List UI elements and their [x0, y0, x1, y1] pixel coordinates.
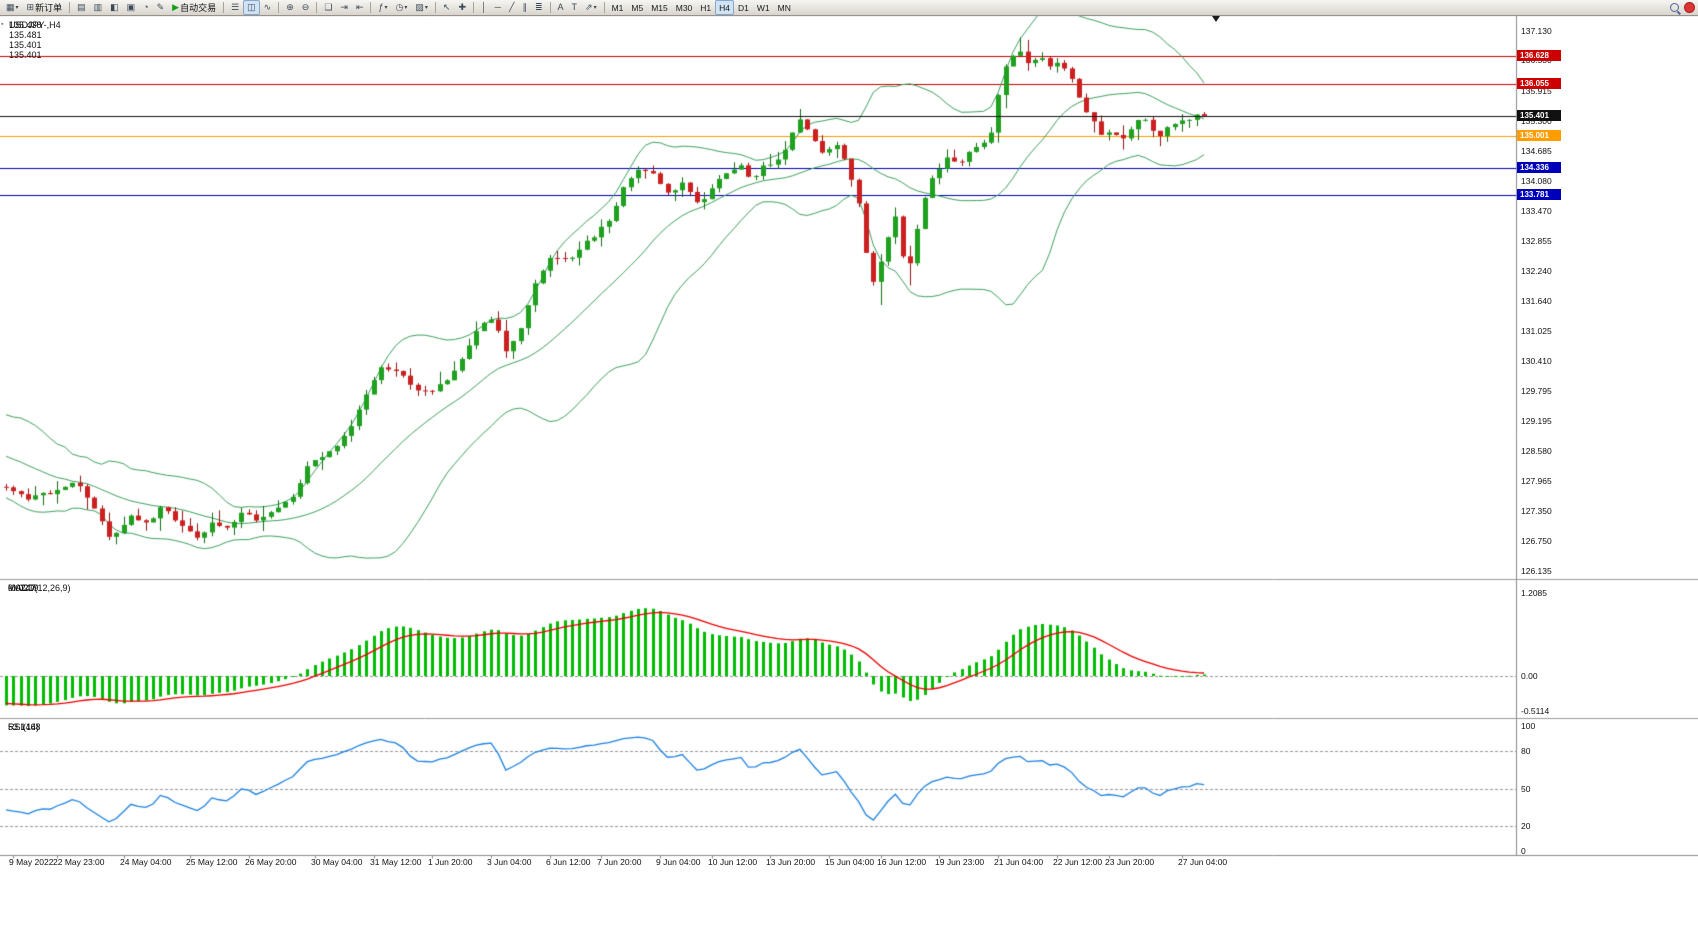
- chart-shift-icon: ⇤: [355, 2, 364, 12]
- navigator-button[interactable]: ◧: [106, 0, 123, 15]
- bar-chart-button[interactable]: ☰: [227, 0, 243, 15]
- auto-scroll-icon: ⇥: [340, 2, 348, 12]
- trendline-icon: ╱: [509, 2, 515, 12]
- equidistant-channel-icon: ∥: [522, 2, 527, 12]
- data-window-button[interactable]: ▥: [90, 0, 107, 15]
- text-icon: A: [557, 2, 564, 12]
- text-label-icon: T: [571, 2, 578, 12]
- navigator-icon: ◧: [110, 2, 119, 12]
- market-watch-icon: ▤: [77, 2, 86, 12]
- zoom-out-icon: ⊖: [301, 2, 310, 12]
- zoom-in-icon: ⊕: [286, 2, 294, 12]
- toolbar-separator: [549, 2, 551, 13]
- periods-button[interactable]: ◷ ▾: [392, 0, 412, 15]
- timeframe-button-h1[interactable]: H1: [700, 2, 712, 13]
- terminal-button[interactable]: ▣: [123, 0, 140, 15]
- toolbar-separator: [278, 2, 280, 13]
- line-chart-icon: ∿: [263, 2, 272, 12]
- text-label-button[interactable]: T: [568, 0, 582, 15]
- timeframe-button-m15[interactable]: M15: [651, 2, 668, 13]
- new-order-icon: ⊞: [26, 2, 35, 12]
- dropdown-arrow-icon: ▾: [404, 5, 408, 11]
- toolbar: ▦ ▾ ⊞ 新订单 ▤ ▥ ◧ ▣ ◔ ✎ ▶ 自动交易 ☰ ◫ ∿ ⊕ ⊖ ❏ ⇥ ⇤ ƒ ▾ ◷ ▾ ▨ ▾ ↖ ✚ │ ─ ╱ ∥ ≣ A T…: [0, 0, 1698, 16]
- templates-icon: ▨: [415, 2, 424, 12]
- bar-chart-icon: ☰: [231, 2, 240, 12]
- templates-button[interactable]: ▨ ▾: [411, 0, 432, 15]
- fibonacci-icon: ≣: [534, 2, 543, 12]
- strategy-tester-button[interactable]: ◔: [139, 0, 152, 15]
- toolbar-separator: [69, 2, 71, 13]
- vertical-line-button[interactable]: │: [477, 0, 491, 15]
- horizontal-line-icon: ─: [494, 2, 502, 12]
- arrows-icon: ⇗: [585, 2, 593, 12]
- text-button[interactable]: A: [554, 0, 568, 15]
- new-chart-icon: ▦: [6, 2, 15, 12]
- line-chart-button[interactable]: ∿: [260, 0, 276, 15]
- toolbar-separator: [223, 2, 225, 13]
- cursor-button[interactable]: ↖: [439, 0, 455, 15]
- vertical-line-icon: │: [481, 2, 487, 12]
- chart-shift-button[interactable]: ⇤: [352, 0, 368, 15]
- candlestick-chart-button[interactable]: ◫: [243, 0, 260, 15]
- timeframe-button-d1[interactable]: D1: [738, 2, 749, 13]
- dropdown-arrow-icon: ▾: [424, 5, 428, 11]
- strategy-tester-icon: ◔: [143, 2, 149, 12]
- autotrading-button[interactable]: ▶ 自动交易: [168, 0, 220, 15]
- new-chart-button[interactable]: ▦ ▾: [2, 0, 23, 15]
- timeframe-button-m5[interactable]: M5: [631, 2, 644, 13]
- periods-icon: ◷: [395, 2, 404, 12]
- trendline-button[interactable]: ╱: [505, 0, 518, 15]
- zoom-in-button[interactable]: ⊕: [282, 0, 298, 15]
- indicators-button[interactable]: ƒ ▾: [374, 0, 391, 15]
- dropdown-arrow-icon: ▾: [384, 5, 388, 11]
- channel-button[interactable]: ∥: [518, 0, 531, 15]
- fibonacci-button[interactable]: ≣: [531, 0, 547, 15]
- horizontal-line-button[interactable]: ─: [491, 0, 505, 15]
- data-window-icon: ▥: [93, 2, 103, 12]
- autotrading-play-icon: ▶: [172, 2, 180, 12]
- indicators-icon: ƒ: [378, 2, 384, 12]
- autotrading-button-label: 自动交易: [180, 3, 217, 13]
- timeframe-button-mn[interactable]: MN: [777, 2, 791, 13]
- market-watch-button[interactable]: ▤: [73, 0, 90, 15]
- timeframe-button-w1[interactable]: W1: [756, 2, 770, 13]
- search-icon[interactable]: [1670, 3, 1679, 12]
- toolbar-separator: [370, 2, 372, 13]
- timeframe-button-m1[interactable]: M1: [611, 2, 624, 13]
- arrows-button[interactable]: ⇗ ▾: [581, 0, 601, 15]
- toolbar-right: [1670, 1, 1695, 14]
- auto-scroll-button[interactable]: ⇥: [336, 0, 352, 15]
- alert-icon[interactable]: [1684, 2, 1695, 13]
- crosshair-icon: ✚: [458, 2, 467, 12]
- tile-windows-button[interactable]: ❏: [320, 0, 336, 15]
- tile-windows-icon: ❏: [324, 2, 333, 12]
- timeframe-button-h4[interactable]: H4: [715, 0, 735, 15]
- toolbar-separator: [316, 2, 318, 13]
- metaeditor-icon: ✎: [156, 2, 165, 12]
- terminal-icon: ▣: [126, 2, 136, 12]
- dropdown-arrow-icon: ▾: [593, 5, 597, 11]
- new-order-button-label: 新订单: [35, 3, 63, 13]
- toolbar-separator: [473, 2, 475, 13]
- zoom-out-button[interactable]: ⊖: [298, 0, 314, 15]
- toolbar-separator: [603, 2, 605, 13]
- cursor-icon: ↖: [442, 2, 451, 12]
- metaeditor-button[interactable]: ✎: [153, 0, 169, 15]
- candlestick-chart-icon: ◫: [247, 2, 256, 12]
- crosshair-button[interactable]: ✚: [454, 0, 470, 15]
- timeframe-button-m30[interactable]: M30: [675, 2, 693, 13]
- toolbar-separator: [434, 2, 436, 13]
- dropdown-arrow-icon: ▾: [15, 5, 19, 11]
- new-order-button[interactable]: ⊞ 新订单: [23, 0, 67, 15]
